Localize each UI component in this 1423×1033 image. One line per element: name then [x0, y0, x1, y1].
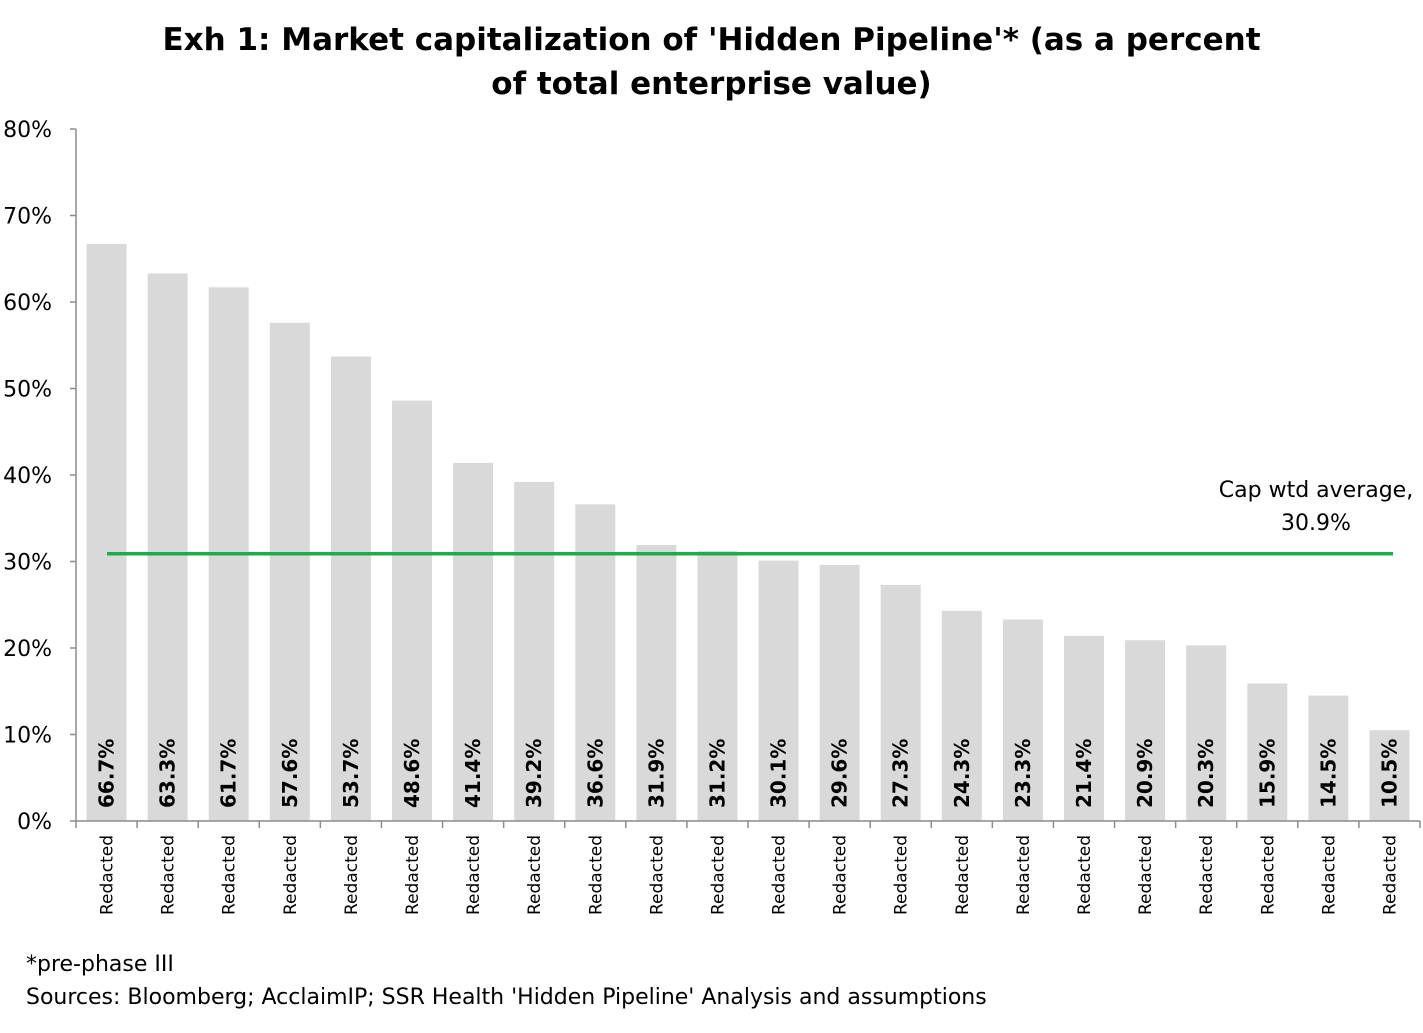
- x-category-label: Redacted: [953, 835, 973, 915]
- x-category-label: Redacted: [525, 835, 545, 915]
- bar-data-label: 14.5%: [1316, 739, 1340, 808]
- x-category-label: Redacted: [98, 835, 118, 915]
- x-category-label: Redacted: [708, 835, 728, 915]
- bar-data-label: 20.3%: [1194, 739, 1218, 808]
- y-tick-label: 0%: [17, 810, 52, 835]
- bar-chart: 0% 10% 20% 30% 40% 50% 60% 70% 80% Redacted 66.7% R…: [3, 118, 1421, 915]
- bar: [819, 564, 860, 821]
- bar-data-label: 63.3%: [156, 739, 180, 808]
- bar: [1247, 683, 1288, 821]
- x-category-label: Redacted: [1197, 835, 1217, 915]
- bar-data-label: 53.7%: [339, 739, 363, 808]
- y-tick-label: 60%: [3, 291, 52, 316]
- footnote-sources: Sources: Bloomberg; AcclaimIP; SSR Healt…: [26, 985, 987, 1010]
- footnote-note: *pre-phase III: [26, 952, 174, 977]
- bar-data-label: 20.9%: [1133, 739, 1157, 808]
- bar: [514, 481, 555, 821]
- y-tick-label: 50%: [3, 378, 52, 403]
- bar: [269, 322, 310, 821]
- bar: [636, 545, 677, 821]
- bar: [1064, 635, 1104, 821]
- y-tick-label: 40%: [3, 464, 52, 489]
- bar-data-label: 10.5%: [1377, 739, 1401, 808]
- bar: [86, 244, 127, 822]
- bar-data-label: 41.4%: [461, 739, 485, 808]
- x-category-label: Redacted: [831, 835, 851, 915]
- bar: [1369, 730, 1410, 821]
- bar-data-label: 24.3%: [950, 739, 974, 808]
- reference-line-label: Cap wtd average,: [1219, 478, 1413, 503]
- footnotes: *pre-phase III Sources: Bloomberg; Accla…: [26, 948, 987, 1014]
- chart-title: Exh 1: Market capitalization of 'Hidden …: [0, 18, 1423, 106]
- x-category-label: Redacted: [1258, 835, 1278, 915]
- chart-title-line-2: of total enterprise value): [491, 66, 932, 102]
- bar: [1002, 619, 1043, 821]
- x-category-label: Redacted: [403, 835, 423, 915]
- x-category-label: Redacted: [1319, 835, 1339, 915]
- bar-data-label: 30.1%: [767, 739, 791, 808]
- bar-data-label: 31.2%: [705, 739, 729, 808]
- axis-layer: [70, 128, 1421, 828]
- x-category-label: Redacted: [342, 835, 362, 915]
- bar: [392, 400, 432, 821]
- chart-title-line-1: Exh 1: Market capitalization of 'Hidden …: [162, 22, 1261, 58]
- x-category-label: Redacted: [464, 835, 484, 915]
- x-category-label: Redacted: [159, 835, 179, 915]
- y-tick-label: 30%: [3, 551, 52, 576]
- x-category-label: Redacted: [1380, 835, 1400, 915]
- x-category-label: Redacted: [1075, 835, 1095, 915]
- bar: [758, 560, 799, 821]
- label-layer: 0% 10% 20% 30% 40% 50% 60% 70% 80% Redacted 66.7% R…: [3, 118, 1413, 915]
- x-category-label: Redacted: [1014, 835, 1034, 915]
- bar-data-label: 31.9%: [644, 739, 668, 808]
- bar: [453, 462, 494, 821]
- bar-data-label: 27.3%: [889, 739, 913, 808]
- y-tick-label: 20%: [3, 637, 52, 662]
- bar-data-label: 29.6%: [828, 739, 852, 808]
- y-tick-label: 10%: [3, 724, 52, 749]
- bar: [880, 584, 921, 821]
- bar-data-label: 48.6%: [400, 739, 424, 808]
- bar: [697, 551, 738, 821]
- bar: [1186, 645, 1227, 821]
- x-category-label: Redacted: [1136, 835, 1156, 915]
- x-category-label: Redacted: [586, 835, 606, 915]
- bar: [330, 356, 371, 821]
- y-tick-label: 70%: [3, 205, 52, 230]
- bar-data-label: 61.7%: [217, 739, 241, 808]
- bar-data-label: 66.7%: [95, 739, 119, 808]
- reference-line-value-label: 30.9%: [1281, 511, 1351, 536]
- x-category-label: Redacted: [281, 835, 301, 915]
- bar-data-label: 21.4%: [1072, 739, 1096, 808]
- bar: [941, 610, 982, 821]
- x-category-label: Redacted: [770, 835, 790, 915]
- y-tick-label: 80%: [3, 118, 52, 143]
- bars-layer: [86, 244, 1410, 822]
- bar-data-label: 15.9%: [1255, 739, 1279, 808]
- bar: [575, 504, 616, 821]
- bar-data-label: 23.3%: [1011, 739, 1035, 808]
- x-category-label: Redacted: [220, 835, 240, 915]
- bar: [147, 273, 188, 822]
- x-category-label: Redacted: [892, 835, 912, 915]
- bar-data-label: 57.6%: [278, 739, 302, 808]
- bar: [1308, 695, 1349, 821]
- bar-data-label: 36.6%: [583, 739, 607, 808]
- bar: [1125, 640, 1166, 821]
- x-category-label: Redacted: [647, 835, 667, 915]
- bar-data-label: 39.2%: [522, 739, 546, 808]
